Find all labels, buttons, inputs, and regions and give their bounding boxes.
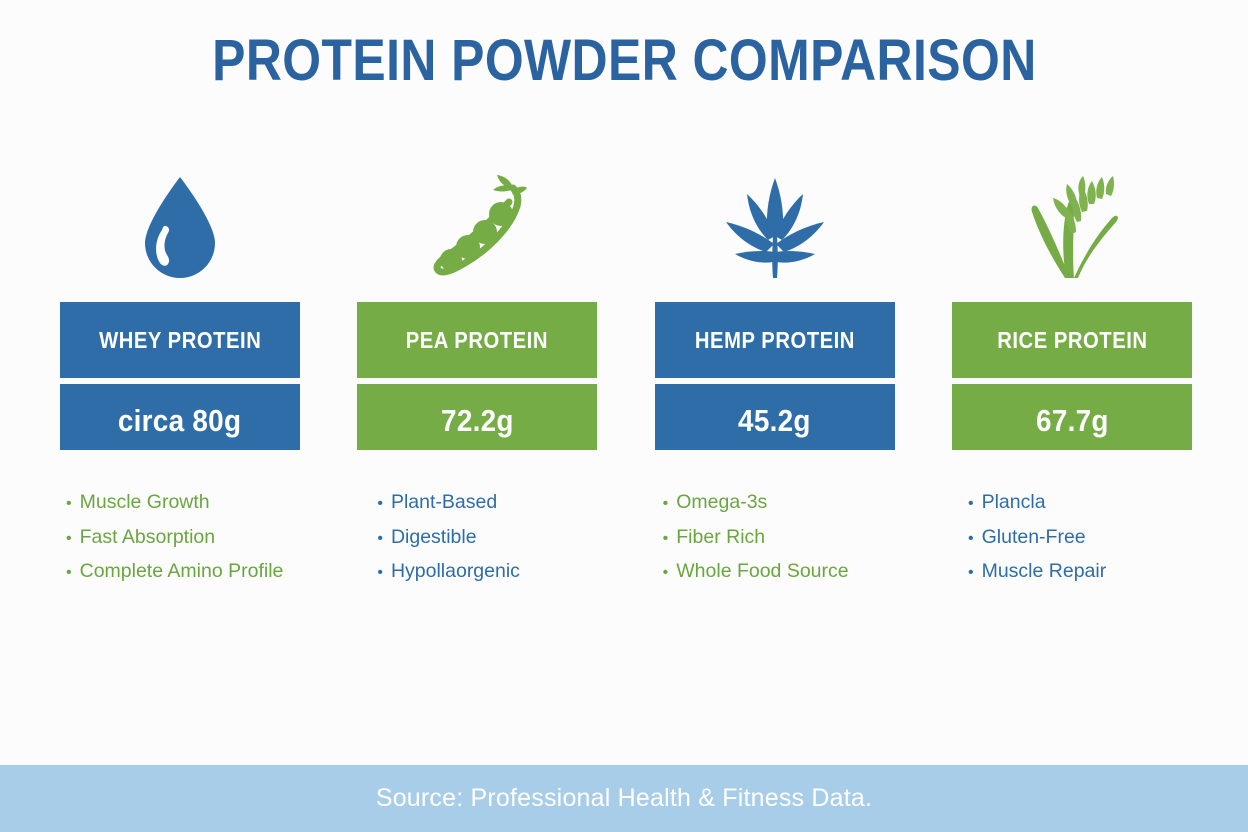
protein-value: 67.7g: [1035, 403, 1109, 438]
protein-value: 45.2g: [738, 403, 812, 438]
bullet-icon: •: [377, 564, 383, 581]
bullet-icon: •: [66, 495, 72, 512]
protein-name-box: WHEY PROTEIN: [60, 302, 300, 378]
bullet-icon: •: [662, 495, 669, 512]
protein-name-box: HEMP PROTEIN: [654, 302, 895, 378]
source-bar: Source: Professional Health & Fitness Da…: [0, 765, 1248, 832]
list-item: • Fiber Rich: [663, 521, 895, 556]
page-title: PROTEIN POWDER COMPARISON: [211, 28, 1037, 93]
column-hemp-protein: HEMP PROTEIN 45.2g • Omega-3s • Fiber Rich…: [654, 160, 895, 606]
benefit-label: Plancla: [981, 491, 1046, 513]
bullet-icon: •: [377, 529, 383, 547]
list-item: • Gluten-Free: [968, 521, 1192, 556]
benefit-label: Fast Absorption: [79, 525, 216, 548]
source-text: Source: Professional Health & Fitness Da…: [375, 784, 873, 812]
bullet-icon: •: [967, 529, 974, 547]
benefit-label: Hypollaorgenic: [390, 560, 520, 582]
benefit-label: Whole Food Source: [676, 560, 849, 582]
benefit-list: • Omega-3s • Fiber Rich • Whole Food Source: [655, 486, 895, 590]
protein-value-box: 67.7g: [951, 384, 1192, 450]
benefit-label: Digestible: [390, 525, 477, 548]
list-item: • Fast Absorption: [66, 521, 300, 556]
benefit-label: Muscle Repair: [981, 560, 1107, 582]
benefit-label: Complete Amino Profile: [79, 560, 284, 582]
hemp-leaf-icon: [655, 160, 895, 284]
protein-value-box: 45.2g: [654, 384, 895, 450]
list-item: • Muscle Growth: [66, 486, 300, 521]
bullet-icon: •: [66, 564, 72, 581]
benefit-list: • Muscle Growth • Fast Absorption • Complet…: [60, 486, 300, 590]
benefit-list: • Plancla • Gluten-Free • Muscle Repair: [952, 486, 1192, 590]
pea-pod-icon: [357, 160, 597, 284]
list-item: • Muscle Repair: [968, 555, 1192, 590]
page-title-container: PROTEIN POWDER COMPARISON: [0, 26, 1248, 96]
bullet-icon: •: [967, 564, 974, 581]
protein-name-box: RICE PROTEIN: [951, 302, 1192, 378]
bullet-icon: •: [967, 495, 974, 512]
bullet-icon: •: [662, 564, 669, 581]
bullet-icon: •: [662, 529, 669, 547]
benefit-label: Omega-3s: [676, 491, 768, 513]
protein-value: 72.2g: [440, 403, 514, 438]
protein-name: HEMP PROTEIN: [694, 326, 855, 353]
list-item: • Plancla: [968, 486, 1192, 521]
protein-value-box: 72.2g: [357, 384, 598, 450]
column-pea-protein: PEA PROTEIN 72.2g • Plant-Based • Digestib…: [357, 160, 598, 606]
list-item: • Hypollaorgenic: [377, 555, 597, 590]
list-item: • Whole Food Source: [663, 555, 895, 590]
rice-plant-icon: [952, 160, 1192, 284]
list-item: • Digestible: [377, 521, 597, 556]
benefit-label: Muscle Growth: [79, 491, 210, 513]
comparison-columns: WHEY PROTEIN circa 80g • Muscle Growth • F…: [60, 160, 1192, 606]
benefit-list: • Plant-Based • Digestible • Hypollaorgenic: [357, 486, 597, 590]
protein-value-box: circa 80g: [60, 384, 300, 450]
protein-name: RICE PROTEIN: [996, 326, 1148, 353]
benefit-label: Plant-Based: [390, 491, 498, 513]
benefit-label: Fiber Rich: [676, 525, 766, 548]
bullet-icon: •: [66, 529, 72, 547]
protein-name: WHEY PROTEIN: [98, 326, 262, 353]
list-item: • Complete Amino Profile: [66, 555, 300, 590]
water-droplet-icon: [60, 160, 300, 284]
list-item: • Omega-3s: [663, 486, 895, 521]
benefit-label: Gluten-Free: [981, 525, 1086, 548]
column-whey-protein: WHEY PROTEIN circa 80g • Muscle Growth • F…: [60, 160, 300, 606]
bullet-icon: •: [377, 495, 383, 512]
list-item: • Plant-Based: [377, 486, 597, 521]
column-rice-protein: RICE PROTEIN 67.7g • Plancla • Gluten-Free…: [951, 160, 1192, 606]
protein-name: PEA PROTEIN: [406, 326, 549, 353]
protein-value: circa 80g: [118, 403, 242, 438]
protein-name-box: PEA PROTEIN: [357, 302, 598, 378]
